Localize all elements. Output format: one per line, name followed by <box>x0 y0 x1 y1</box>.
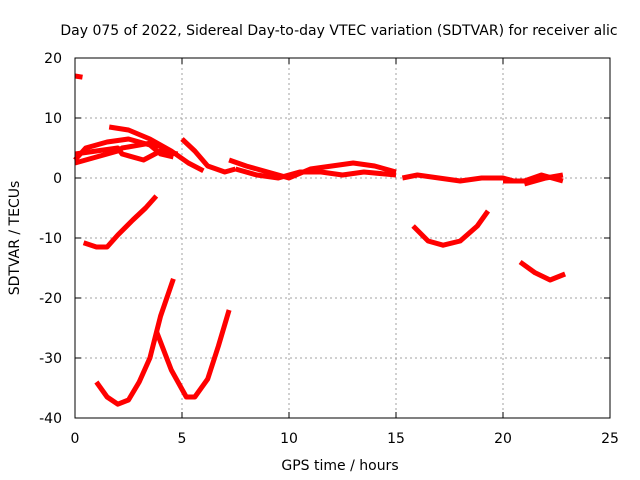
y-tick-label: -30 <box>39 351 62 367</box>
series-line-s16 <box>153 309 232 400</box>
x-tick-label: 10 <box>280 431 298 447</box>
x-axis-title: GPS time / hours <box>281 458 398 474</box>
series-line-s8 <box>234 166 397 181</box>
y-tick-label: -20 <box>39 291 62 307</box>
series-line-s1 <box>74 73 83 80</box>
axis-ticks: 0 5 10 15 20 25 -40 -30 -20 -10 0 10 20 <box>39 51 619 447</box>
data-series <box>73 73 567 407</box>
series-line-s6 <box>180 137 237 175</box>
x-tick-label: 0 <box>71 431 80 447</box>
series-line-s11 <box>523 172 564 187</box>
series-line-s10 <box>503 172 564 184</box>
series-line-s14 <box>518 259 567 283</box>
y-axis-title: SDTVAR / TECUs <box>7 181 23 296</box>
x-tick-label: 5 <box>178 431 187 447</box>
series-line-s5 <box>108 124 205 174</box>
series-line-s13 <box>411 209 491 248</box>
y-tick-label: 0 <box>53 171 62 187</box>
series-line-s2 <box>73 136 174 162</box>
series-line-s7 <box>228 157 397 181</box>
grid-lines <box>75 58 610 418</box>
series-line-s4 <box>74 140 166 166</box>
y-tick-label: -10 <box>39 231 62 247</box>
series-line-s15 <box>94 277 176 407</box>
series-line-s3 <box>74 145 179 163</box>
chart-title: Day 075 of 2022, Sidereal Day-to-day VTE… <box>60 23 617 39</box>
y-tick-label: -40 <box>39 411 62 427</box>
series-line-s9 <box>401 172 515 184</box>
x-tick-label: 20 <box>494 431 512 447</box>
y-tick-label: 10 <box>44 111 62 127</box>
x-tick-label: 25 <box>601 431 619 447</box>
x-tick-label: 15 <box>387 431 405 447</box>
series-line-s12 <box>82 194 159 250</box>
y-tick-label: 20 <box>44 51 62 67</box>
